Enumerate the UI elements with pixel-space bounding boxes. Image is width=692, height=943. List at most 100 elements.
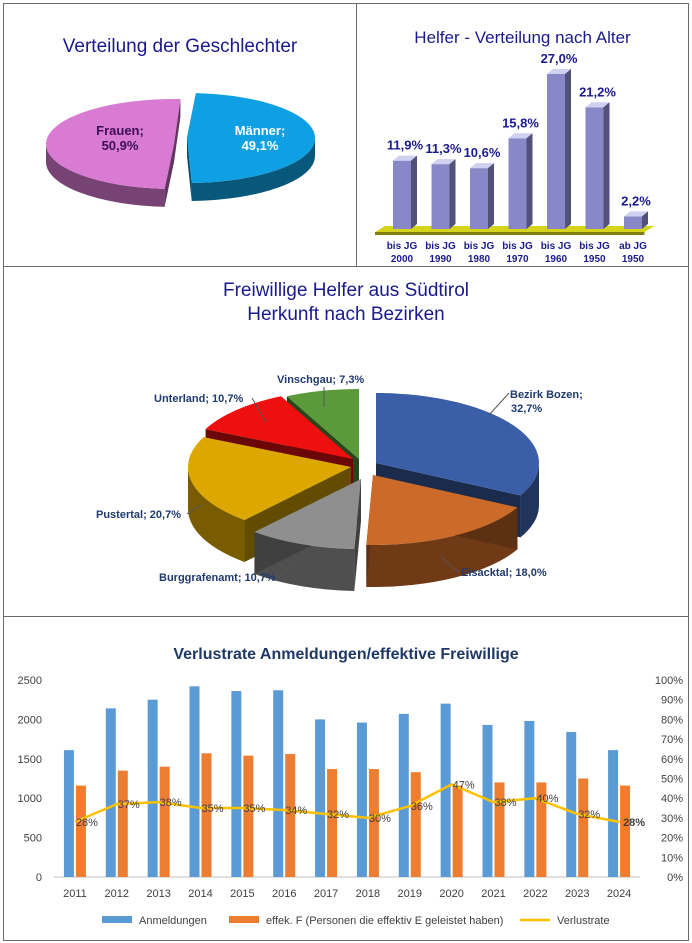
verlustrate-label-2019: 36% [411, 801, 433, 813]
y-tick-label-0: 0 [36, 872, 42, 884]
age-bar-3-side [526, 133, 533, 229]
bar-effektiv-2012 [117, 770, 128, 877]
age-floor-edge [375, 232, 645, 235]
district-label-bezirk-bozen: Bezirk Bozen; [510, 389, 583, 401]
age-bar-3-top [508, 133, 533, 139]
verlustrate-label-2024: 28% [623, 817, 645, 829]
loss-rate-chart-panel: Verlustrate Anmeldungen/effektive Freiwi… [3, 616, 689, 941]
verlustrate-label-2021: 38% [494, 797, 516, 809]
bar-effektiv-2016 [285, 754, 296, 877]
bar-anmeldungen-2017 [315, 719, 326, 877]
age-bar-2-side [488, 163, 494, 229]
age-bar-2-top [470, 163, 494, 169]
age-chart-title: Helfer - Verteilung nach Alter [414, 28, 631, 47]
age-bar-5-top [585, 102, 610, 108]
district-label-burggrafenamt: Burggrafenamt; 10,7% [159, 572, 276, 584]
legend-swatch-anmeldungen [102, 916, 132, 923]
slice-frauen-top [46, 99, 181, 189]
verlustrate-label-2020: 47% [453, 779, 475, 791]
district-chart-subtitle: Herkunft nach Bezirken [247, 304, 445, 325]
bar-anmeldungen-2024 [608, 750, 619, 877]
x-tick-label-2016: 2016 [272, 888, 296, 900]
age-bar-1-side [449, 159, 456, 229]
slice-m-nner-face-1 [187, 138, 192, 201]
gender-pie-svg: Frauen;50,9% Männer;49,1% [46, 93, 315, 207]
age-value-label-1: 11,3% [425, 141, 462, 156]
verlustrate-label-2011: 28% [76, 817, 98, 829]
bar-anmeldungen-2012 [105, 708, 116, 877]
legend-label-effektiv: effek. F (Personen die effektiv E geleis… [266, 915, 503, 927]
age-bar-6 [624, 216, 642, 229]
slice-frauen-face-1 [174, 99, 181, 162]
age-category-year-0: 2000 [391, 254, 414, 265]
verlustrate-label-2012: 37% [118, 799, 140, 811]
bar-effektiv-2017 [327, 769, 338, 877]
age-value-label-4: 27,0% [541, 51, 578, 66]
age-category-label-4: bis JG [541, 241, 572, 252]
age-category-year-1: 1990 [429, 254, 452, 265]
leader-bozen [488, 392, 510, 416]
gender-chart-panel: Verteilung der Geschlechter Frauen; 50,9%… [3, 3, 357, 267]
age-bars-svg: 11,9% bis JG 2000 11,3% bis JG 1990 10,6% bis J… [375, 51, 655, 265]
loss-rate-chart-title: Verlustrate Anmeldungen/effektive Freiwi… [173, 646, 519, 663]
value-m-nner: 49,1% [242, 138, 279, 153]
bar-anmeldungen-2014 [189, 686, 200, 877]
district-chart-panel: Freiwillige Helfer aus Südtirol Herkunft… [3, 266, 689, 617]
slice-vinschgau-top [286, 389, 359, 459]
slice-pustertal-side [188, 467, 245, 562]
bar-effektiv-2011 [75, 785, 86, 877]
district-label-bezirk-bozen-value: 32,7% [511, 403, 542, 415]
y2-tick-label-2: 20% [661, 833, 683, 845]
verlustrate-label-2015: 35% [243, 803, 265, 815]
age-bar-4-side [565, 69, 571, 229]
legend-swatch-effektiv [229, 916, 259, 923]
x-tick-label-2011: 2011 [63, 888, 87, 900]
district-pie-svg: Bezirk Bozen; 32,7% Eisacktal; 18,0% Burggr… [96, 374, 583, 591]
age-bar-4 [547, 74, 565, 229]
x-tick-label-2014: 2014 [188, 888, 212, 900]
slice-frauen-face-0 [164, 144, 174, 207]
district-label-pustertal: Pustertal; 20,7% [96, 509, 181, 521]
y2-tick-label-3: 30% [661, 813, 683, 825]
district-label-eisacktal: Eisacktal; 18,0% [461, 567, 547, 579]
age-category-year-3: 1970 [506, 254, 529, 265]
x-tick-label-2017: 2017 [314, 888, 338, 900]
bar-effektiv-2023 [578, 778, 589, 877]
age-bar-1-top [431, 159, 456, 165]
loss-rate-chart: 0 500 1000 1500 2000 2500 0% 10% 20% 30% 40% 50% 60%… [18, 675, 684, 927]
age-value-label-6: 2,2% [621, 193, 651, 208]
district-pie: Bezirk Bozen; 32,7% Eisacktal; 18,0% Burggr… [96, 374, 583, 591]
verlustrate-label-2014: 35% [201, 803, 223, 815]
x-tick-label-2013: 2013 [146, 888, 170, 900]
slice-frauen-side [46, 144, 165, 207]
gender-pie: Frauen;50,9% Männer;49,1% [46, 93, 315, 207]
age-chart-panel: Helfer - Verteilung nach Alter 11,9% bis … [356, 3, 689, 267]
x-tick-label-2021: 2021 [481, 888, 505, 900]
x-tick-label-2015: 2015 [230, 888, 254, 900]
age-category-year-2: 1980 [468, 254, 491, 265]
x-tick-label-2024: 2024 [607, 888, 631, 900]
age-value-label-3: 15,8% [502, 115, 539, 130]
age-category-label-6: ab JG [619, 241, 647, 252]
bar-effektiv-2015 [243, 755, 254, 877]
bar-anmeldungen-2021 [482, 724, 493, 877]
bar-anmeldungen-2019 [398, 713, 409, 877]
x-tick-label-2019: 2019 [398, 888, 422, 900]
y-tick-label-5: 2500 [18, 675, 42, 687]
slice-pustertal-top [188, 437, 351, 520]
slice-eisacktal-side [366, 507, 518, 587]
x-tick-label-2020: 2020 [439, 888, 463, 900]
age-category-label-0: bis JG [387, 241, 418, 252]
bar-anmeldungen-2015 [231, 691, 242, 877]
legend-label-anmeldungen: Anmeldungen [139, 915, 207, 927]
district-label-unterland: Unterland; 10,7% [154, 393, 243, 405]
bar-effektiv-2018 [368, 769, 379, 877]
x-tick-label-2018: 2018 [356, 888, 380, 900]
bar-anmeldungen-2020 [440, 703, 451, 877]
age-bar-2 [470, 168, 488, 229]
y-tick-label-1: 500 [24, 833, 42, 845]
age-category-label-2: bis JG [464, 241, 495, 252]
slice-m-nner-side [191, 138, 315, 201]
verlustrate-label-2022: 40% [536, 793, 558, 805]
bar-anmeldungen-2018 [356, 722, 367, 877]
